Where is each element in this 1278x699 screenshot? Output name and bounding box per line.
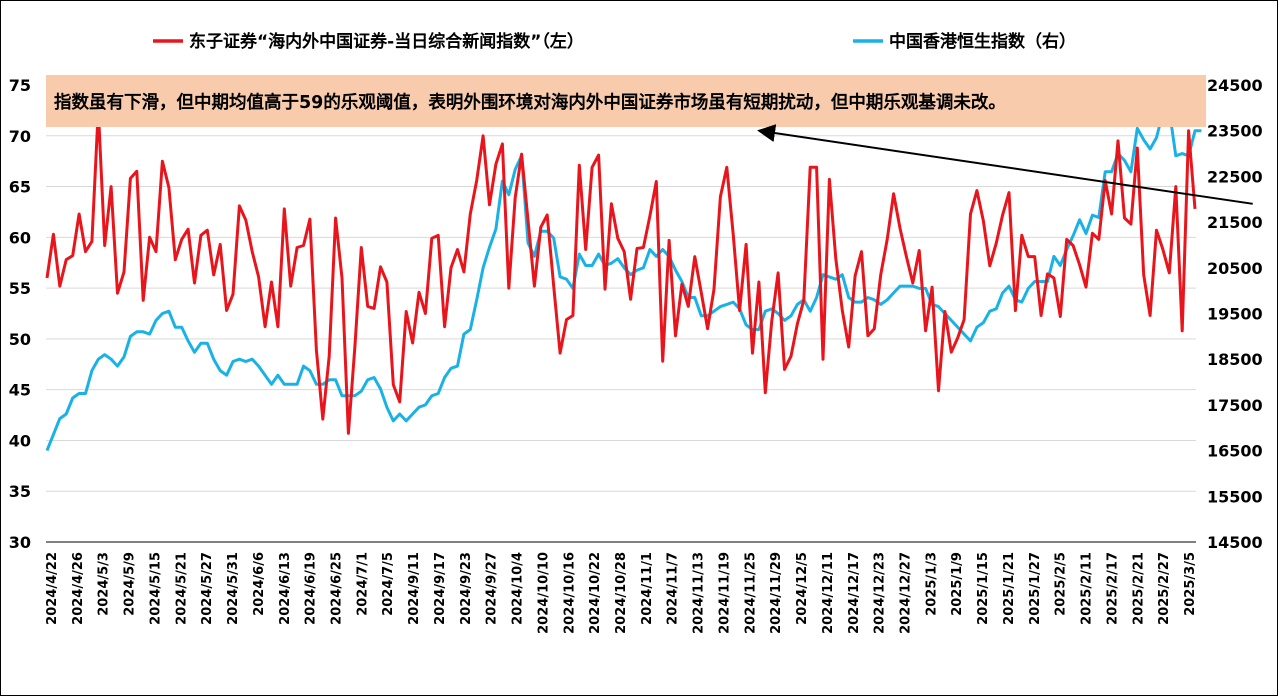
left-tick-label: 45 — [9, 381, 31, 400]
legend-label-news-index: 东子证券“海内外中国证券-当日综合新闻指数”（左） — [189, 31, 584, 52]
gridlines — [46, 84, 1196, 543]
x-tick-label: 2025/1/9 — [950, 552, 965, 616]
left-tick-label: 30 — [9, 533, 31, 552]
x-tick-label: 2025/1/15 — [976, 552, 991, 625]
x-tick-label: 2024/7/5 — [381, 552, 396, 616]
left-axis-ticks: 30 35 40 45 50 55 60 65 70 75 — [9, 76, 31, 552]
x-tick-label: 2024/11/29 — [769, 552, 784, 634]
left-tick-label: 75 — [9, 76, 31, 95]
annotation-text: 指数虽有下滑，但中期均值高于59的乐观阈值，表明外围环境对海内外中国证券市场虽有… — [54, 92, 1006, 113]
x-tick-label: 2024/11/13 — [692, 552, 707, 634]
left-tick-label: 55 — [9, 279, 31, 298]
x-tick-label: 2025/2/27 — [1157, 552, 1172, 625]
x-tick-label: 2024/9/23 — [459, 552, 474, 625]
x-tick-label: 2024/5/15 — [148, 552, 163, 625]
x-tick-label: 2024/10/22 — [588, 552, 603, 634]
x-tick-label: 2024/11/1 — [640, 552, 655, 625]
x-tick-label: 2025/2/11 — [1080, 552, 1095, 625]
x-tick-label: 2024/9/17 — [433, 552, 448, 625]
x-tick-label: 2024/5/3 — [97, 552, 112, 616]
series-line-news-index — [45, 107, 1197, 435]
x-tick-label: 2024/10/4 — [511, 552, 526, 625]
x-tick-label: 2024/6/19 — [304, 552, 319, 625]
x-tick-label: 2024/12/17 — [847, 552, 862, 634]
right-axis-ticks: 14500 15500 16500 17500 18500 19500 20500 21500… — [1207, 76, 1263, 552]
x-tick-label: 2025/3/5 — [1183, 552, 1198, 616]
x-tick-label: 2024/12/27 — [899, 552, 914, 634]
right-tick-label: 15500 — [1207, 487, 1263, 506]
annotation-box: 指数虽有下滑，但中期均值高于59的乐观阈值，表明外围环境对海内外中国证券市场虽有… — [46, 75, 1206, 127]
right-tick-label: 17500 — [1207, 396, 1263, 415]
x-tick-label: 2024/4/22 — [45, 552, 60, 625]
x-tick-label: 2024/11/25 — [743, 552, 758, 634]
x-tick-label: 2024/10/10 — [536, 552, 551, 634]
x-tick-label: 2024/5/9 — [123, 552, 138, 616]
x-axis-ticks: 2024/4/22 2024/4/26 2024/5/3 2024/5/9 2024/5… — [45, 552, 1198, 634]
x-tick-label: 2025/1/3 — [924, 552, 939, 616]
x-tick-label: 2025/2/17 — [1105, 552, 1120, 625]
left-tick-label: 35 — [9, 482, 31, 501]
x-tick-label: 2024/5/31 — [226, 552, 241, 625]
x-tick-label: 2024/6/13 — [278, 552, 293, 625]
left-tick-label: 50 — [9, 330, 31, 349]
x-tick-label: 2024/7/1 — [355, 552, 370, 616]
x-tick-label: 2024/5/21 — [174, 552, 189, 625]
right-tick-label: 20500 — [1207, 259, 1263, 278]
legend-label-hang-seng: 中国香港恒生指数（右） — [889, 31, 1076, 52]
x-tick-label: 2024/9/27 — [485, 552, 500, 625]
x-tick-label: 2024/10/28 — [614, 552, 629, 634]
x-tick-label: 2024/11/19 — [717, 552, 732, 634]
x-tick-label: 2025/2/21 — [1131, 552, 1146, 625]
right-tick-label: 21500 — [1207, 213, 1263, 232]
legend: 东子证券“海内外中国证券-当日综合新闻指数”（左） 中国香港恒生指数（右） — [153, 31, 1076, 52]
x-tick-label: 2024/12/23 — [873, 552, 888, 634]
x-tick-label: 2024/9/11 — [407, 552, 422, 625]
x-tick-label: 2025/2/5 — [1054, 552, 1069, 616]
left-tick-label: 60 — [9, 228, 31, 247]
right-tick-label: 18500 — [1207, 350, 1263, 369]
x-tick-label: 2024/10/16 — [562, 552, 577, 634]
x-tick-label: 2024/6/25 — [330, 552, 345, 625]
series-line-hang-seng — [45, 108, 1202, 452]
left-tick-label: 40 — [9, 431, 31, 450]
right-tick-label: 22500 — [1207, 167, 1263, 186]
x-tick-label: 2024/6/6 — [252, 552, 267, 616]
left-tick-label: 65 — [9, 178, 31, 197]
right-tick-label: 19500 — [1207, 305, 1263, 324]
right-tick-label: 24500 — [1207, 76, 1263, 95]
right-tick-label: 16500 — [1207, 442, 1263, 461]
x-tick-label: 2024/11/7 — [666, 552, 681, 625]
right-tick-label: 23500 — [1207, 122, 1263, 141]
series-layer — [45, 107, 1202, 452]
x-tick-label: 2024/12/11 — [821, 552, 836, 634]
x-tick-label: 2025/1/27 — [1028, 552, 1043, 625]
x-tick-label: 2024/4/26 — [71, 552, 86, 625]
right-tick-label: 14500 — [1207, 533, 1263, 552]
x-tick-label: 2024/12/5 — [795, 552, 810, 625]
x-tick-label: 2025/1/21 — [1002, 552, 1017, 625]
x-tick-label: 2024/5/27 — [200, 552, 215, 625]
left-tick-label: 70 — [9, 127, 31, 146]
